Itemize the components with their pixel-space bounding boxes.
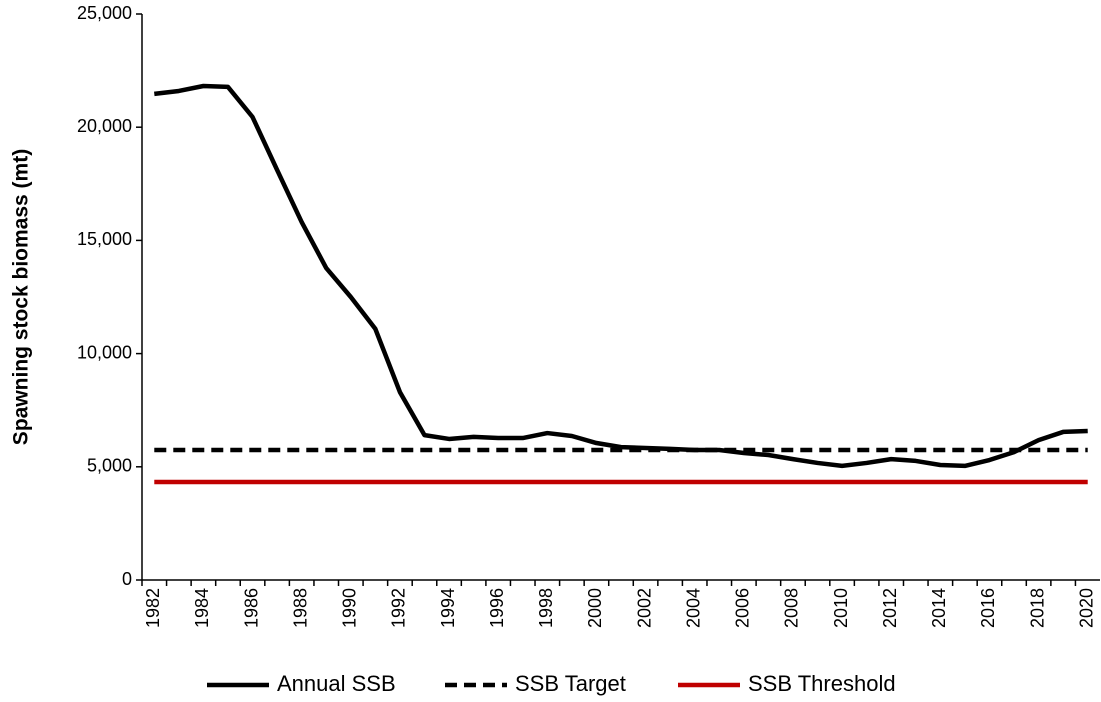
x-tick-label: 2000 [585, 588, 605, 628]
x-tick-label: 2002 [634, 588, 654, 628]
x-tick-label: 1990 [340, 588, 360, 628]
x-tick-label: 2020 [1076, 588, 1096, 628]
x-tick-label: 2010 [831, 588, 851, 628]
x-tick-label: 2012 [880, 588, 900, 628]
x-tick-label: 1986 [241, 588, 261, 628]
x-tick-label: 1992 [389, 588, 409, 628]
legend-label: SSB Target [515, 671, 626, 696]
x-tick-label: 2016 [978, 588, 998, 628]
x-tick-label: 1994 [438, 588, 458, 628]
x-tick-label: 1988 [290, 588, 310, 628]
y-tick-label: 25,000 [77, 3, 132, 23]
legend-label: Annual SSB [277, 671, 396, 696]
y-tick-label: 15,000 [77, 229, 132, 249]
legend-label: SSB Threshold [748, 671, 896, 696]
y-tick-label: 10,000 [77, 342, 132, 362]
y-axis-title: Spawning stock biomass (mt) [10, 149, 33, 445]
y-tick-label: 0 [122, 569, 132, 589]
x-tick-label: 1984 [192, 588, 212, 628]
x-tick-label: 1982 [143, 588, 163, 628]
x-tick-label: 2004 [683, 588, 703, 628]
series-line [154, 83, 1088, 469]
y-tick-label: 20,000 [77, 116, 132, 136]
x-tick-label: 2018 [1027, 588, 1047, 628]
x-tick-label: 2014 [929, 588, 949, 628]
x-tick-label: 2006 [733, 588, 753, 628]
x-tick-label: 1998 [536, 588, 556, 628]
y-tick-label: 5,000 [87, 456, 132, 476]
x-tick-label: 1996 [487, 588, 507, 628]
x-tick-label: 2008 [782, 588, 802, 628]
